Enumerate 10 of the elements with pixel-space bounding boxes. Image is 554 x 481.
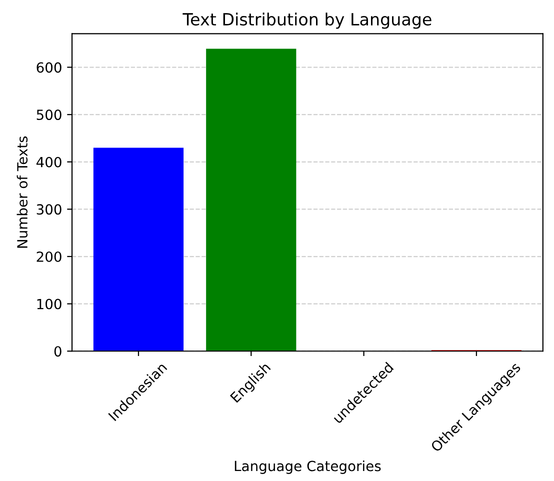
- y-tick-label: 500: [36, 110, 62, 120]
- y-tick-label: 100: [37, 298, 62, 310]
- chart-title: Text Distribution by Language: [182, 12, 432, 29]
- y-tick-label: 200: [36, 251, 62, 262]
- y-tick-label: 0: [54, 346, 62, 357]
- y-axis-title: Number of Texts: [16, 136, 28, 248]
- y-tick-label: 400: [36, 156, 62, 168]
- x-axis-title: Language Categories: [234, 460, 381, 474]
- y-tick-label: 600: [36, 62, 62, 73]
- y-tick-label: 300: [36, 204, 62, 215]
